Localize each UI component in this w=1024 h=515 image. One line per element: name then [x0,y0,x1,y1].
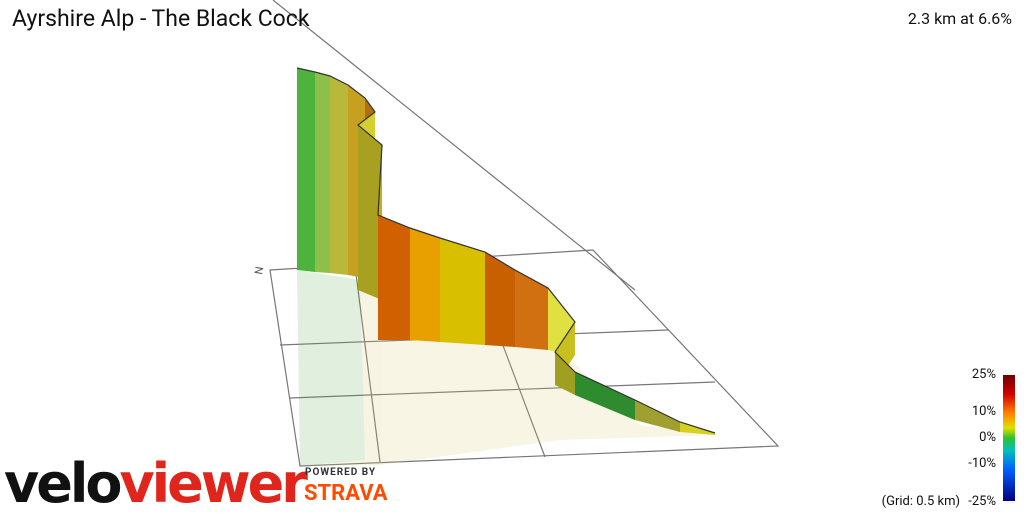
title: Ayrshire Alp - The Black Cock [12,5,310,32]
scale-label: 10% [971,404,996,419]
scale-label: 0% [979,430,996,445]
scale-label: -10% [968,456,996,471]
logo[interactable]: veloviewer [4,452,308,515]
scale-label: -25% [968,494,996,509]
compass: N [252,266,266,276]
ribbon [297,68,715,435]
grid-note: (Grid: 0.5 km) [881,494,960,509]
color-scale [1003,375,1015,501]
strava-logo[interactable]: STRAVA [304,481,388,506]
logo-text: viewer [119,452,307,515]
profile-outline [296,67,716,434]
scale-label: 25% [971,367,996,382]
powered-by: POWERED BY [305,467,377,478]
summary: 2.3 km at 6.6% [907,9,1012,28]
logo-text: velo [4,452,122,515]
